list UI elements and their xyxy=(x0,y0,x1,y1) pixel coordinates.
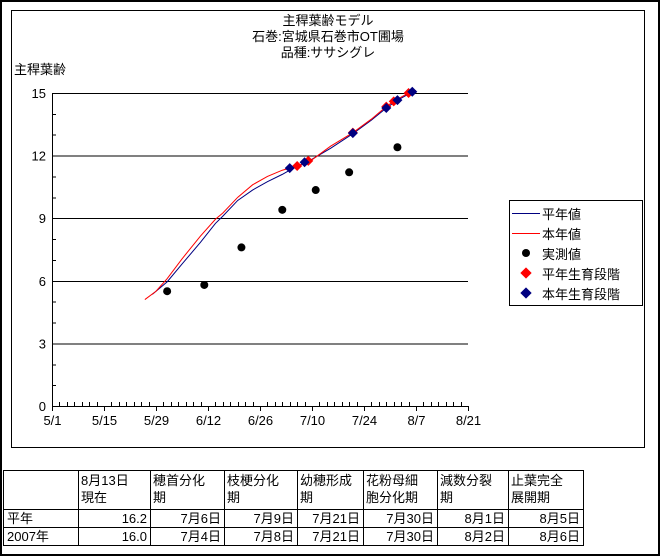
measured-point xyxy=(237,243,246,252)
series-4 xyxy=(284,86,418,174)
measured-point xyxy=(345,168,354,177)
table-header-cell-young-panicle[interactable]: 幼穂形成 期 xyxy=(297,470,364,510)
svg-text:7/10: 7/10 xyxy=(300,413,325,428)
svg-text:0: 0 xyxy=(39,399,46,414)
table-cell[interactable]: 7月8日 xyxy=(224,527,298,546)
svg-text:6: 6 xyxy=(39,274,46,289)
thisyear-stage-diamond-icon xyxy=(510,287,542,299)
stage-marker xyxy=(392,95,403,106)
svg-text:5/29: 5/29 xyxy=(144,413,169,428)
table-cell[interactable]: 8月6日 xyxy=(508,527,584,546)
table-row-normal-year: 平年 16.2 7月6日 7月9日 7月21日 7月30日 8月1日 8月5日 xyxy=(3,509,584,528)
legend-item-normal-stage[interactable]: 平年生育段階 xyxy=(510,264,642,283)
series-2 xyxy=(163,143,402,296)
normal-year-line-icon xyxy=(510,212,542,214)
table-cell[interactable]: 7月30日 xyxy=(363,509,438,528)
this-year-line-icon xyxy=(510,232,542,234)
table-header-cell-meiosis[interactable]: 減数分裂 期 xyxy=(437,470,509,510)
measured-point xyxy=(311,186,320,195)
table-cell[interactable]: 8月2日 xyxy=(437,527,509,546)
legend-item-thisyear-line[interactable]: 本年値 xyxy=(510,224,642,243)
measured-point xyxy=(278,205,287,214)
series-1 xyxy=(144,90,417,300)
table-cell[interactable]: 7月6日 xyxy=(150,509,225,528)
stage-marker xyxy=(292,161,303,172)
stage-marker xyxy=(381,103,392,114)
chart-title-line1: 主稈葉齢モデル xyxy=(282,13,374,28)
y-tick-labels: 0 3 6 9 12 15 xyxy=(32,86,46,414)
table-cell[interactable]: 16.2 xyxy=(78,509,151,528)
svg-text:8/7: 8/7 xyxy=(407,413,425,428)
svg-text:5/1: 5/1 xyxy=(43,413,61,428)
chart-title-line3: 品種:ササシグレ xyxy=(280,45,376,60)
table-cell[interactable]: 8月5日 xyxy=(508,509,584,528)
svg-text:15: 15 xyxy=(32,86,46,101)
measured-point xyxy=(200,280,209,289)
measured-point xyxy=(393,143,402,152)
measured-dot-icon xyxy=(510,249,542,257)
stage-marker xyxy=(347,128,358,139)
table-cell[interactable]: 7月4日 xyxy=(150,527,225,546)
normal-stage-diamond-icon xyxy=(510,267,542,279)
svg-text:9: 9 xyxy=(39,211,46,226)
chart-title-line2: 石巻:宮城県石巻市OT圃場 xyxy=(252,29,404,44)
stage-marker xyxy=(299,157,310,168)
table-cell[interactable]: 平年 xyxy=(3,509,79,528)
chart-title: 主稈葉齢モデル 石巻:宮城県石巻市OT圃場 品種:ササシグレ xyxy=(11,13,645,61)
table-row-2007: 2007年 16.0 7月4日 7月8日 7月21日 7月30日 8月2日 8月… xyxy=(3,527,584,546)
stage-marker xyxy=(407,86,418,97)
stage-marker xyxy=(284,163,295,174)
svg-text:8/21: 8/21 xyxy=(456,413,481,428)
series-0 xyxy=(151,90,417,295)
table-header-cell-panicle-initiation[interactable]: 穂首分化 期 xyxy=(150,470,225,510)
axes xyxy=(52,93,469,411)
table-header-cell-flag-leaf[interactable]: 止葉完全 展開期 xyxy=(508,470,584,510)
legend-item-normal-line[interactable]: 平年値 xyxy=(510,204,642,223)
growth-stage-table: 8月13日 現在 穂首分化 期 枝梗分化 期 幼穂形成 期 花粉母細 胞分化期 … xyxy=(3,470,584,546)
svg-text:7/24: 7/24 xyxy=(352,413,377,428)
svg-text:12: 12 xyxy=(32,149,46,164)
svg-text:5/15: 5/15 xyxy=(92,413,117,428)
y-gridlines xyxy=(52,93,468,407)
table-cell[interactable]: 7月30日 xyxy=(363,527,438,546)
svg-text:6/26: 6/26 xyxy=(248,413,273,428)
svg-text:3: 3 xyxy=(39,336,46,351)
table-header-cell-pollen-mother-cell[interactable]: 花粉母細 胞分化期 xyxy=(363,470,438,510)
table-cell[interactable]: 8月1日 xyxy=(437,509,509,528)
table-cell[interactable]: 7月21日 xyxy=(297,527,364,546)
x-tick-labels: 5/1 5/15 5/29 6/12 6/26 7/10 7/24 8/7 8/21 xyxy=(43,413,481,428)
table-header-cell-branch-differentiation[interactable]: 枝梗分化 期 xyxy=(224,470,298,510)
table-header-cell-blank[interactable] xyxy=(3,470,79,510)
table-header-row: 8月13日 現在 穂首分化 期 枝梗分化 期 幼穂形成 期 花粉母細 胞分化期 … xyxy=(3,470,584,510)
table-cell[interactable]: 2007年 xyxy=(3,527,79,546)
chart-plot: 5/1 5/15 5/29 6/12 6/26 7/10 7/24 8/7 8/21 0 3 6 9 12… xyxy=(32,86,482,428)
y-axis-title: 主稈葉齢 xyxy=(14,62,67,77)
legend-item-thisyear-stage[interactable]: 本年生育段階 xyxy=(510,284,642,303)
table-cell[interactable]: 16.0 xyxy=(78,527,151,546)
chart-legend[interactable]: 平年値 本年値 実測値 平年生育段階 本年生育段階 xyxy=(509,200,643,306)
table-cell[interactable]: 7月21日 xyxy=(297,509,364,528)
legend-item-measured[interactable]: 実測値 xyxy=(510,244,642,263)
svg-text:6/12: 6/12 xyxy=(196,413,221,428)
measured-point xyxy=(163,287,172,296)
table-cell[interactable]: 7月9日 xyxy=(224,509,298,528)
table-header-cell-current[interactable]: 8月13日 現在 xyxy=(78,470,151,510)
